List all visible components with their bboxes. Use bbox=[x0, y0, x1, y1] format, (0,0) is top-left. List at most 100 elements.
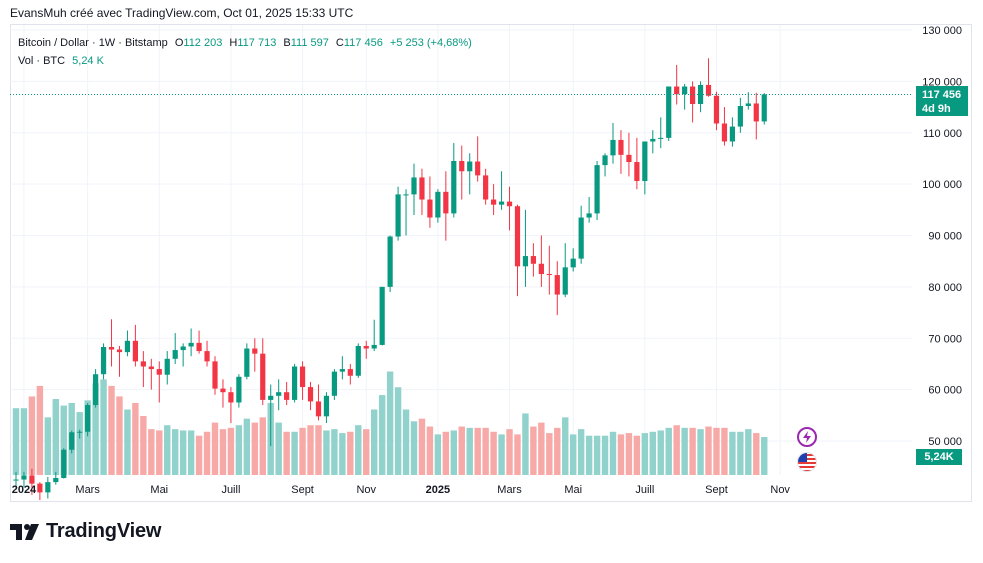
volume-bar bbox=[76, 412, 83, 475]
volume-bar bbox=[243, 418, 251, 475]
volume-bar bbox=[187, 430, 195, 475]
candle-body bbox=[594, 165, 600, 214]
candle-body bbox=[124, 340, 131, 353]
candle-body bbox=[467, 161, 473, 172]
candle-body bbox=[132, 340, 138, 362]
us-flag-event-icon[interactable] bbox=[797, 452, 817, 472]
volume-bar bbox=[116, 396, 123, 475]
candle-body bbox=[411, 177, 417, 195]
candle-body bbox=[737, 106, 743, 127]
volume-bar bbox=[546, 433, 553, 475]
volume-bar bbox=[641, 433, 649, 475]
candle-body bbox=[21, 475, 27, 480]
change-value: +5 253 (+4,68%) bbox=[389, 37, 472, 49]
candle-body bbox=[85, 405, 91, 432]
candle-body bbox=[116, 349, 123, 353]
candle-body bbox=[180, 346, 186, 351]
high-value: 117 713 bbox=[237, 37, 277, 49]
volume-bar bbox=[721, 427, 728, 475]
candle-body bbox=[554, 275, 560, 295]
candle-body bbox=[379, 286, 385, 345]
volume-bar bbox=[211, 422, 219, 475]
candle-body bbox=[451, 161, 457, 214]
candle-body bbox=[602, 155, 608, 166]
volume-bar bbox=[697, 429, 704, 475]
ohlc-row: Bitcoin / Dollar · 1W · Bitstamp O112 20… bbox=[18, 34, 472, 52]
candle-body bbox=[339, 369, 345, 372]
candle-body bbox=[228, 392, 234, 403]
candle-body bbox=[403, 194, 409, 196]
candle-body bbox=[299, 366, 306, 388]
volume-bar bbox=[323, 430, 330, 475]
volume-bar bbox=[20, 408, 28, 475]
candle-body bbox=[108, 346, 115, 350]
time-axis: 2024 Mars Mai Juill Sept Nov 2025 Mars Mai Juill S… bbox=[12, 484, 791, 496]
volume-bar bbox=[498, 434, 505, 475]
candle-body bbox=[204, 351, 210, 362]
volume-bar bbox=[108, 385, 115, 475]
x-tick-label: 2025 bbox=[426, 484, 450, 496]
candle-body bbox=[53, 477, 59, 483]
volume-bar bbox=[482, 427, 489, 475]
lightning-event-icon[interactable] bbox=[797, 427, 817, 447]
x-tick-label: Sept bbox=[291, 484, 314, 496]
volume-bar bbox=[625, 433, 633, 475]
candle-body bbox=[570, 258, 576, 268]
volume-bar bbox=[562, 417, 569, 475]
volume-bar bbox=[363, 429, 370, 475]
y-tick-label: 50 000 bbox=[928, 436, 962, 448]
volume-label[interactable]: Vol · BTC bbox=[18, 55, 66, 67]
candle-body bbox=[323, 395, 330, 417]
volume-bar bbox=[307, 425, 314, 475]
tradingview-logo-icon bbox=[10, 523, 39, 540]
candle-body bbox=[427, 199, 433, 218]
candle-body bbox=[729, 126, 735, 142]
volume-bar bbox=[291, 431, 298, 475]
volume-bar bbox=[745, 429, 752, 475]
chart-legend: Bitcoin / Dollar · 1W · Bitstamp O112 20… bbox=[18, 34, 472, 70]
candle-body bbox=[674, 86, 680, 95]
candle-body bbox=[514, 206, 521, 267]
volume-bar bbox=[259, 417, 266, 475]
candle-body bbox=[483, 175, 489, 200]
candle-body bbox=[562, 267, 568, 295]
volume-bar bbox=[410, 421, 418, 475]
volume-bar bbox=[689, 427, 696, 475]
candle-body bbox=[419, 177, 425, 200]
candle-body bbox=[355, 345, 361, 376]
low-label: B bbox=[283, 37, 291, 49]
candle-body bbox=[371, 344, 377, 349]
volume-bar bbox=[283, 431, 290, 475]
volume-bar bbox=[753, 433, 760, 475]
candle-body bbox=[172, 350, 178, 359]
volume-bar bbox=[729, 431, 736, 475]
candle-body bbox=[331, 371, 337, 396]
volume-bar bbox=[60, 405, 67, 475]
tradingview-logo[interactable]: TradingView bbox=[10, 520, 161, 543]
volume-bar bbox=[299, 427, 306, 475]
close-value: 117 456 bbox=[343, 37, 383, 49]
y-tick-label: 130 000 bbox=[922, 25, 962, 37]
candle-body bbox=[626, 154, 632, 163]
candle-body bbox=[61, 449, 67, 478]
symbol-label[interactable]: Bitcoin / Dollar · 1W · Bitstamp bbox=[18, 37, 168, 49]
volume-bar bbox=[458, 426, 465, 475]
volume-bar bbox=[100, 379, 107, 475]
x-tick-label: Mai bbox=[150, 484, 168, 496]
candle-body bbox=[188, 342, 194, 347]
candle-body bbox=[586, 213, 592, 218]
volume-bar bbox=[219, 429, 227, 475]
volume-bar bbox=[633, 435, 641, 475]
candle-body bbox=[37, 483, 43, 493]
volume-bar bbox=[585, 435, 593, 475]
price-axis: 50 000 60 000 70 000 80 000 90 000 100 000 110… bbox=[922, 25, 962, 448]
volume-bar bbox=[609, 431, 617, 475]
volume-bar bbox=[275, 422, 282, 475]
candle-body bbox=[721, 123, 728, 142]
volume-bar bbox=[44, 417, 52, 475]
candle-body bbox=[634, 162, 640, 182]
volume-bar bbox=[378, 395, 386, 475]
low-value: 111 597 bbox=[290, 37, 329, 49]
volume-bar bbox=[172, 429, 179, 475]
